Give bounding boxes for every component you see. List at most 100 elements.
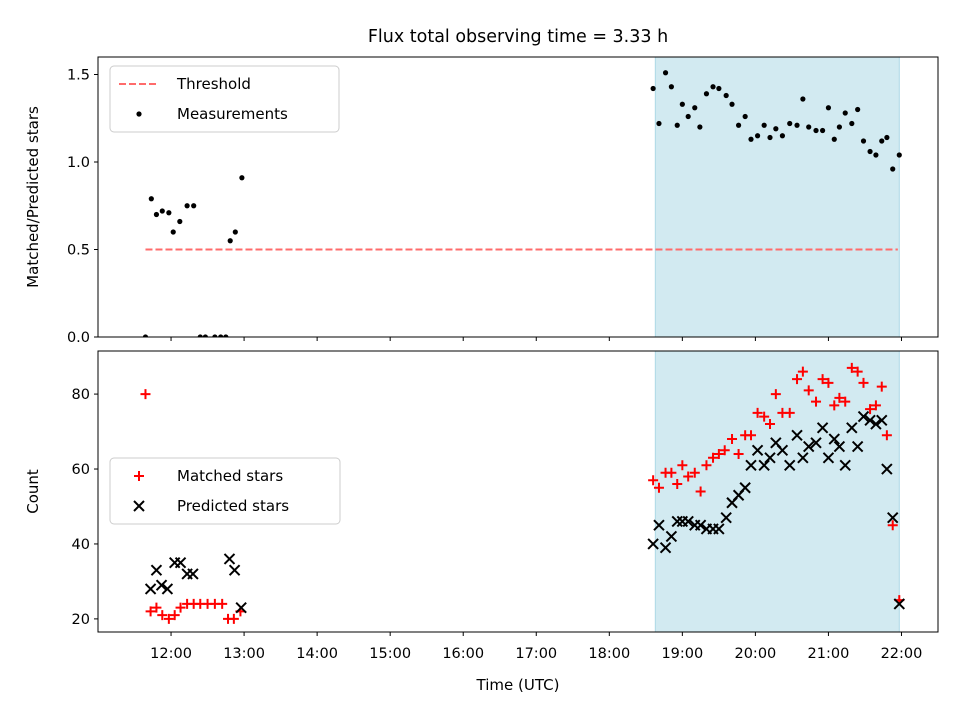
- x-tick-label: 18:00: [588, 646, 630, 662]
- matched-stars-point: [752, 407, 763, 418]
- measurements-point: [794, 122, 800, 128]
- measurements-point: [761, 122, 767, 128]
- measurements-point: [679, 101, 685, 107]
- predicted-stars-point: [833, 440, 846, 453]
- measurements-point: [873, 152, 879, 158]
- measurements-point: [239, 175, 245, 181]
- matched-stars-point: [157, 610, 168, 621]
- matched-stars-point: [823, 377, 834, 388]
- predicted-stars-point: [828, 433, 840, 445]
- predicted-stars-point: [876, 414, 888, 427]
- measurements-point: [668, 84, 674, 90]
- predicted-stars-point: [776, 444, 789, 456]
- legend-swatch-matched-stars: [134, 471, 144, 481]
- measurements-point: [767, 134, 773, 141]
- measurements-point: [855, 106, 861, 113]
- predicted-stars-point: [822, 452, 835, 464]
- predicted-stars-point: [851, 440, 864, 453]
- matched-stars-point: [713, 449, 724, 460]
- axes-frame: [97, 350, 939, 633]
- predicted-stars-point: [797, 452, 809, 464]
- predicted-stars-point: [665, 530, 678, 543]
- matched-stars-point: [653, 482, 664, 493]
- predicted-stars-point: [739, 482, 751, 494]
- matched-stars-point: [797, 366, 808, 377]
- predicted-stars-point: [228, 564, 241, 576]
- matched-stars-point: [733, 449, 744, 460]
- measurements-point: [754, 133, 761, 139]
- x-tick-label: 21:00: [808, 646, 850, 662]
- predicted-stars-point: [745, 459, 757, 471]
- y-tick-label: 60: [72, 462, 90, 478]
- x-tick-label: 12:00: [150, 646, 192, 662]
- predicted-stars-point: [653, 519, 665, 531]
- predicted-stars-point: [870, 418, 882, 430]
- predicted-stars-point: [839, 459, 851, 471]
- measurements-point: [703, 91, 710, 97]
- predicted-stars-point: [893, 598, 905, 610]
- matched-stars-point: [829, 400, 840, 411]
- matched-stars-point: [840, 396, 851, 407]
- measurements-point: [159, 208, 165, 214]
- legend-label-threshold: Threshold: [176, 75, 251, 93]
- matched-stars-point: [140, 389, 151, 400]
- measurements-point: [748, 136, 754, 142]
- y-tick-label: 0.5: [67, 243, 90, 259]
- measurements-point: [656, 120, 662, 127]
- x-axis-label: Time (UTC): [476, 676, 560, 694]
- matched-stars-point: [852, 366, 863, 377]
- matched-stars-point: [695, 486, 706, 497]
- matched-stars-point: [770, 389, 781, 400]
- predicted-stars-point: [810, 437, 822, 449]
- matched-stars-point: [719, 445, 730, 456]
- matched-stars-point: [145, 606, 156, 617]
- predicted-stars-point: [187, 568, 199, 580]
- predicted-stars-point: [751, 444, 764, 456]
- matched-stars-point: [784, 407, 795, 418]
- predicted-stars-point: [150, 564, 163, 576]
- measurements-point: [166, 210, 172, 216]
- measurements-point: [867, 148, 873, 155]
- count-panel: 20 40 60 80 12:00 13:00 14:00 15:00 16:00 17:00 18…: [24, 350, 939, 662]
- matched-stars-point: [746, 430, 757, 441]
- legend-label-measurements: Measurements: [177, 105, 288, 123]
- x-tick-label: 13:00: [223, 646, 265, 662]
- measurements-point: [723, 92, 729, 99]
- measurements-point: [232, 229, 238, 235]
- matched-stars-point: [870, 400, 881, 411]
- measurements-point: [735, 122, 742, 128]
- predicted-stars-point: [161, 583, 174, 595]
- matched-stars-point: [708, 452, 719, 463]
- x-tick-label: 22:00: [881, 646, 923, 662]
- matched-stars-point: [834, 392, 845, 403]
- predicted-stars-point: [694, 519, 707, 531]
- matched-stars-point: [689, 467, 700, 478]
- x-tick-label: 14:00: [296, 646, 338, 662]
- measurements-point: [831, 136, 837, 142]
- predicted-stars-point: [887, 512, 899, 524]
- chart-title: Flux total observing time = 3.33 h: [368, 27, 668, 47]
- measurements-point: [896, 152, 902, 158]
- matched-stars-point: [865, 404, 876, 415]
- predicted-stars-point: [223, 553, 236, 565]
- matched-stars-point: [683, 471, 694, 482]
- y-tick-label: 1.5: [67, 68, 90, 84]
- measurements-point: [227, 238, 233, 244]
- measurements-point: [685, 113, 691, 120]
- measurements-point: [779, 133, 786, 139]
- x-tick-label: 19:00: [661, 646, 703, 662]
- matched-stars-point: [811, 396, 822, 407]
- measurements-point: [773, 126, 779, 132]
- measurements-point: [197, 334, 203, 337]
- data-layer: [142, 70, 902, 337]
- data-layer: [140, 362, 905, 624]
- matched-stars-point: [803, 385, 814, 396]
- matched-stars-point: [817, 374, 828, 385]
- observing-window-band: [654, 56, 900, 338]
- matched-stars-point: [228, 613, 239, 624]
- measurements-point: [202, 334, 208, 337]
- legend-box: [109, 457, 341, 525]
- measurements-point: [716, 85, 722, 92]
- measurements-point: [860, 138, 867, 144]
